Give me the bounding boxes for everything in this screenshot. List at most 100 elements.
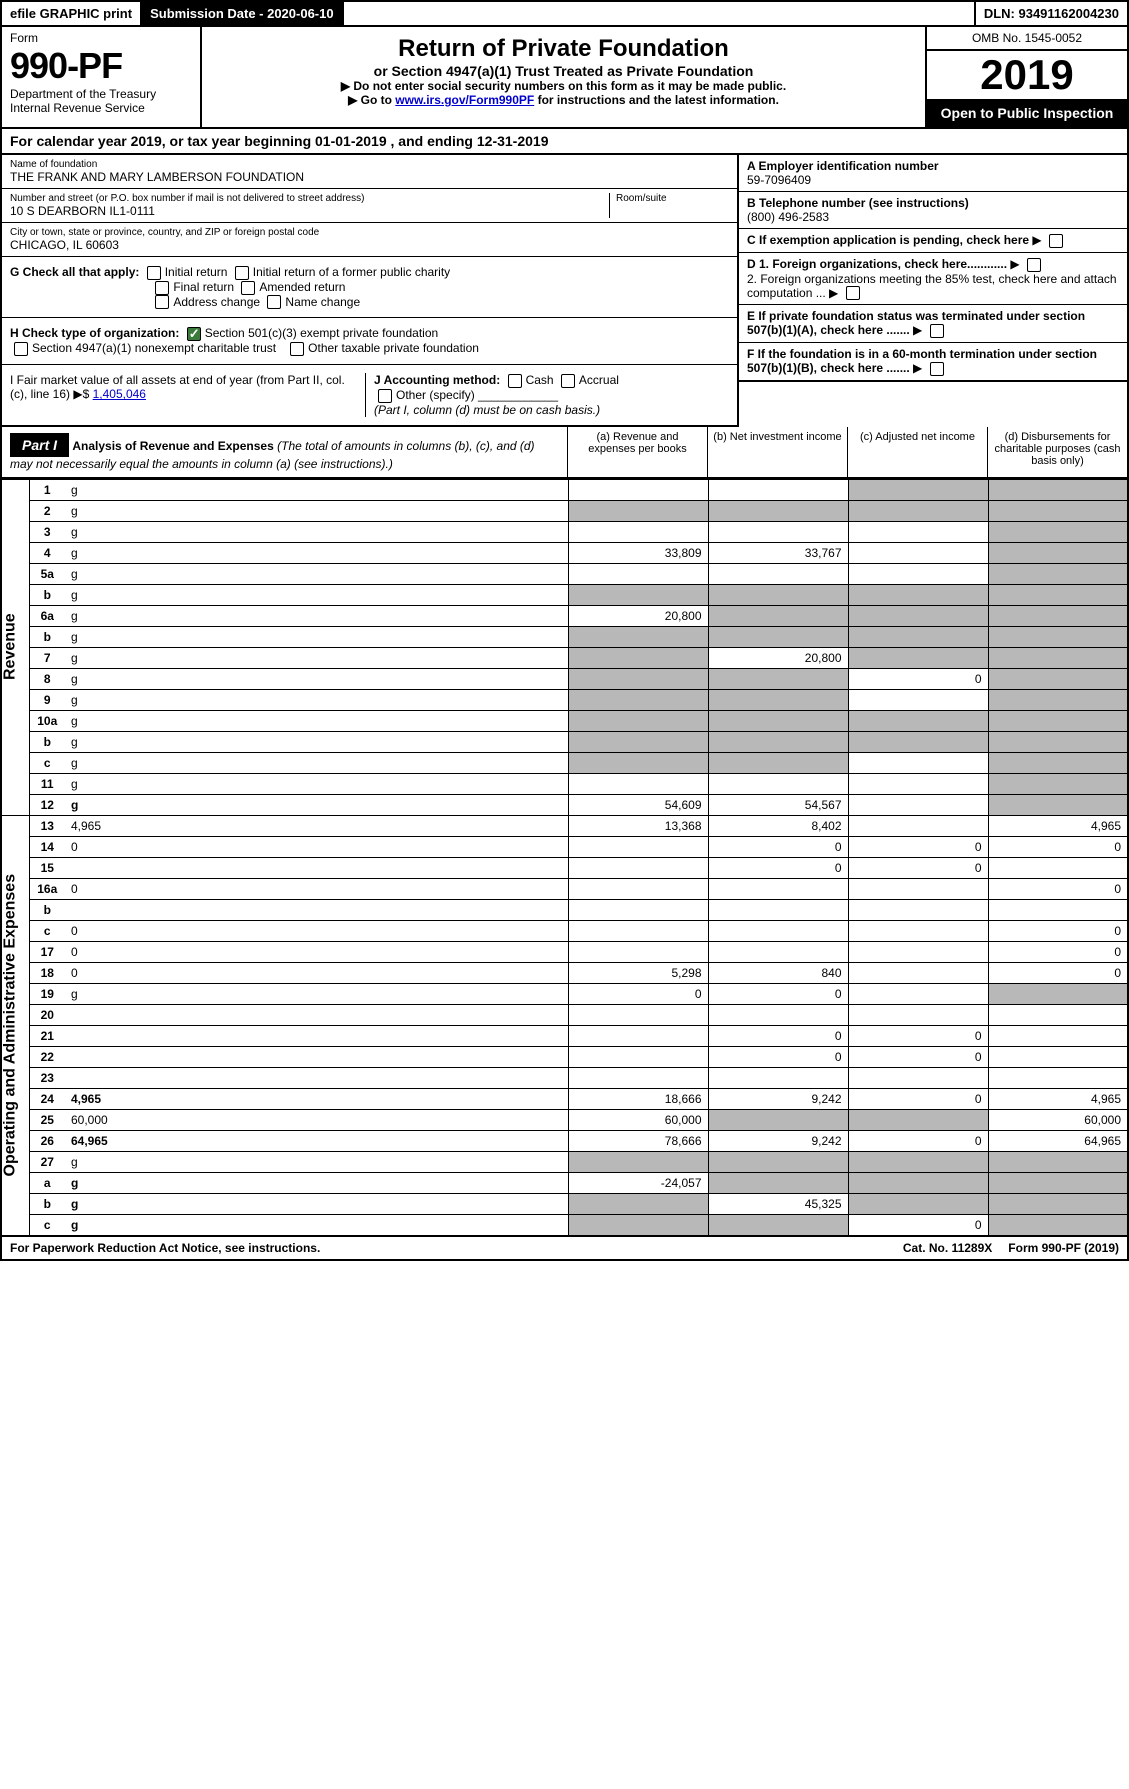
amt-a — [568, 731, 708, 752]
amt-b — [708, 626, 848, 647]
amt-d — [988, 668, 1128, 689]
d2-lbl: 2. Foreign organizations meeting the 85%… — [747, 272, 1117, 300]
table-row: 10ag — [1, 710, 1128, 731]
cb-e[interactable] — [930, 324, 944, 338]
line-num: b — [29, 584, 65, 605]
i-lbl: I Fair market value of all assets at end… — [10, 373, 345, 401]
line-desc: 4,965 — [65, 1088, 568, 1109]
cb-4947[interactable] — [14, 342, 28, 356]
amt-b: 9,242 — [708, 1088, 848, 1109]
amt-c: 0 — [848, 1130, 988, 1151]
table-row: 2664,96578,6669,242064,965 — [1, 1130, 1128, 1151]
cb-d2[interactable] — [846, 286, 860, 300]
line-desc: g — [65, 542, 568, 563]
amt-a — [568, 878, 708, 899]
amt-b — [708, 773, 848, 794]
amt-d — [988, 1214, 1128, 1236]
ein-cell: A Employer identification number 59-7096… — [739, 155, 1127, 192]
cb-other-tax[interactable] — [290, 342, 304, 356]
line-num: 9 — [29, 689, 65, 710]
cb-cash[interactable] — [508, 374, 522, 388]
cb-name[interactable] — [267, 295, 281, 309]
amt-a — [568, 521, 708, 542]
amt-d — [988, 1193, 1128, 1214]
fmv-value: 1,405,046 — [93, 387, 146, 401]
side-revenue: Revenue — [1, 479, 29, 815]
amt-b — [708, 899, 848, 920]
footer-cat: Cat. No. 11289X — [895, 1237, 1000, 1259]
cb-d1[interactable] — [1027, 258, 1041, 272]
line-desc: g — [65, 752, 568, 773]
line-desc: g — [65, 563, 568, 584]
amt-c — [848, 1172, 988, 1193]
amt-a — [568, 647, 708, 668]
e-cell: E If private foundation status was termi… — [739, 305, 1127, 343]
table-row: bg45,325 — [1, 1193, 1128, 1214]
amt-c — [848, 941, 988, 962]
line-desc: g — [65, 1214, 568, 1236]
amt-d — [988, 731, 1128, 752]
line-desc: 64,965 — [65, 1130, 568, 1151]
side-expenses: Operating and Administrative Expenses — [1, 815, 29, 1236]
irs-link[interactable]: www.irs.gov/Form990PF — [395, 93, 534, 107]
amt-a — [568, 1004, 708, 1025]
table-row: 12g54,60954,567 — [1, 794, 1128, 815]
line-num: 27 — [29, 1151, 65, 1172]
table-row: Operating and Administrative Expenses134… — [1, 815, 1128, 836]
line-num: 11 — [29, 773, 65, 794]
amt-a: 60,000 — [568, 1109, 708, 1130]
cb-accrual[interactable] — [561, 374, 575, 388]
table-row: 244,96518,6669,24204,965 — [1, 1088, 1128, 1109]
cb-amended[interactable] — [241, 281, 255, 295]
line-num: 14 — [29, 836, 65, 857]
amt-b — [708, 752, 848, 773]
cal-mid: , and ending — [387, 133, 477, 149]
note2-post: for instructions and the latest informat… — [534, 93, 779, 107]
cb-address[interactable] — [155, 295, 169, 309]
amt-c — [848, 521, 988, 542]
line-num: 10a — [29, 710, 65, 731]
line-num: 23 — [29, 1067, 65, 1088]
amt-a — [568, 773, 708, 794]
cb-final[interactable] — [155, 281, 169, 295]
line-num: 3 — [29, 521, 65, 542]
amt-d — [988, 1151, 1128, 1172]
header-left: Form 990-PF Department of the Treasury I… — [2, 27, 202, 127]
amt-a — [568, 710, 708, 731]
amt-c: 0 — [848, 1214, 988, 1236]
amt-b: 8,402 — [708, 815, 848, 836]
line-num: 12 — [29, 794, 65, 815]
amt-a — [568, 689, 708, 710]
table-row: 6ag20,800 — [1, 605, 1128, 626]
tel-cell: B Telephone number (see instructions) (8… — [739, 192, 1127, 229]
amt-c — [848, 626, 988, 647]
amt-c — [848, 605, 988, 626]
amt-d — [988, 1025, 1128, 1046]
table-row: 1805,2988400 — [1, 962, 1128, 983]
line-num: 1 — [29, 479, 65, 500]
cb-other-acct[interactable] — [378, 389, 392, 403]
amt-a — [568, 668, 708, 689]
table-row: 23 — [1, 1067, 1128, 1088]
line-num: 20 — [29, 1004, 65, 1025]
amt-c: 0 — [848, 1088, 988, 1109]
line-num: a — [29, 1172, 65, 1193]
cb-f[interactable] — [930, 362, 944, 376]
tax-year: 2019 — [927, 51, 1127, 99]
table-row: 3g — [1, 521, 1128, 542]
amt-d — [988, 563, 1128, 584]
cb-initial[interactable] — [147, 266, 161, 280]
amt-d — [988, 857, 1128, 878]
form-subtitle: or Section 4947(a)(1) Trust Treated as P… — [210, 63, 917, 79]
amt-a — [568, 1025, 708, 1046]
part1-table: Revenue1g2g3g4g33,80933,7675agbg6ag20,80… — [0, 479, 1129, 1237]
amt-a: 20,800 — [568, 605, 708, 626]
amt-a — [568, 836, 708, 857]
h-opt2: Section 4947(a)(1) nonexempt charitable … — [32, 341, 276, 355]
cb-c[interactable] — [1049, 234, 1063, 248]
amt-d — [988, 605, 1128, 626]
cb-initial-former[interactable] — [235, 266, 249, 280]
line-num: 16a — [29, 878, 65, 899]
table-row: 2100 — [1, 1025, 1128, 1046]
cb-501c3[interactable] — [187, 327, 201, 341]
